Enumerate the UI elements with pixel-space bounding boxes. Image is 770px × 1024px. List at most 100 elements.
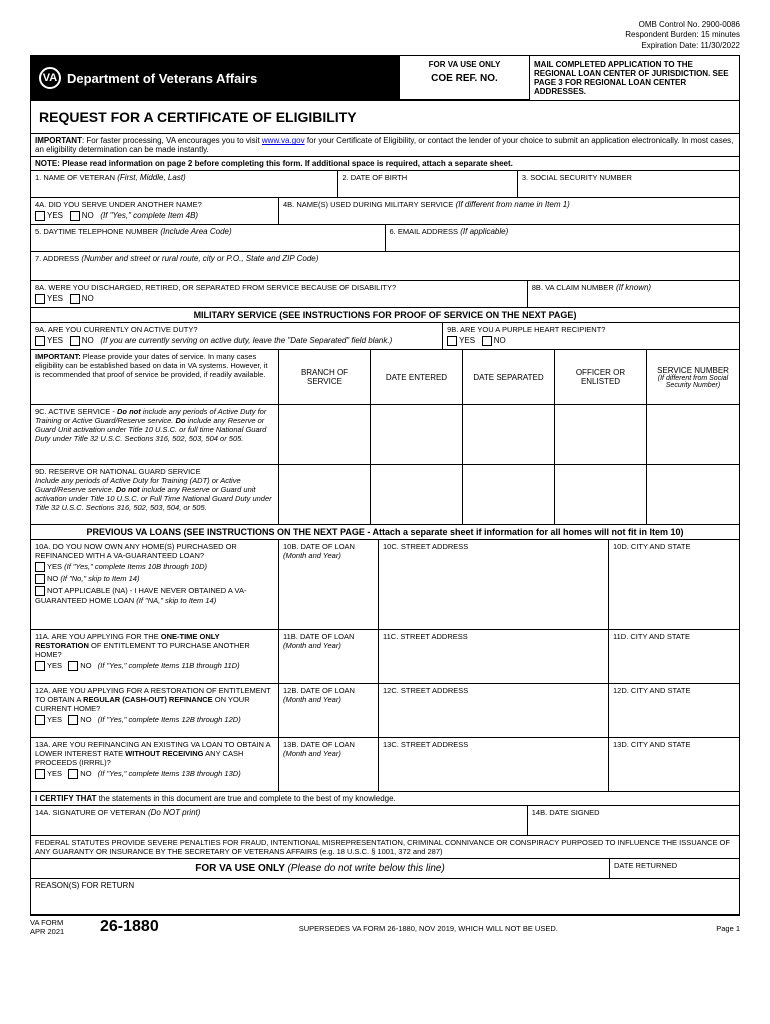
page-number: Page 1	[680, 918, 740, 936]
9c-officer[interactable]	[555, 405, 647, 464]
field-12c[interactable]: 12C. STREET ADDRESS	[379, 684, 609, 737]
row-8: 8A. WERE YOU DISCHARGED, RETIRED, OR SEP…	[31, 280, 739, 307]
9d-entered[interactable]	[371, 465, 463, 524]
9c-entered[interactable]	[371, 405, 463, 464]
field-8a: 8A. WERE YOU DISCHARGED, RETIRED, OR SEP…	[31, 281, 528, 307]
date-returned[interactable]: DATE RETURNED	[609, 859, 739, 878]
omb-block: OMB Control No. 2900-0086 Respondent Bur…	[30, 20, 740, 51]
field-10a: 10A. DO YOU NOW OWN ANY HOME(S) PURCHASE…	[31, 540, 279, 629]
important-notice: IMPORTANT: For faster processing, VA enc…	[31, 133, 739, 156]
field-12a: 12A. ARE YOU APPLYING FOR A RESTORATION …	[31, 684, 279, 737]
field-11c[interactable]: 11C. STREET ADDRESS	[379, 630, 609, 683]
9d-officer[interactable]	[555, 465, 647, 524]
form-title: REQUEST FOR A CERTIFICATE OF ELIGIBILITY	[31, 101, 739, 133]
service-header-row: IMPORTANT: Please provide your dates of …	[31, 350, 739, 404]
9d-separated[interactable]	[463, 465, 555, 524]
footer: VA FORM APR 2021 26-1880 SUPERSEDES VA F…	[30, 915, 740, 936]
field-11b[interactable]: 11B. DATE OF LOAN(Month and Year)	[279, 630, 379, 683]
checkbox-10a-no[interactable]	[35, 574, 45, 584]
va-logo-icon: VA	[39, 67, 61, 89]
col-entered: DATE ENTERED	[371, 350, 463, 404]
checkbox-9a-no[interactable]	[70, 336, 80, 346]
field-1-name[interactable]: 1. NAME OF VETERAN (First, Middle, Last)	[31, 171, 338, 197]
field-12b[interactable]: 12B. DATE OF LOAN(Month and Year)	[279, 684, 379, 737]
field-9b: 9B. ARE YOU A PURPLE HEART RECIPIENT? YE…	[443, 323, 739, 349]
dept-name: Department of Veterans Affairs	[67, 71, 257, 86]
va-only-row: FOR VA USE ONLY (Please do not write bel…	[31, 858, 739, 878]
row-1-2-3: 1. NAME OF VETERAN (First, Middle, Last)…	[31, 170, 739, 197]
federal-statutes: FEDERAL STATUTES PROVIDE SEVERE PENALTIE…	[31, 835, 739, 858]
field-14a-signature[interactable]: 14A. SIGNATURE OF VETERAN (Do NOT print)	[31, 806, 528, 835]
dept-header: VA Department of Veterans Affairs	[31, 56, 399, 100]
field-6-email[interactable]: 6. EMAIL ADDRESS (If applicable)	[386, 225, 740, 251]
certify-statement: I CERTIFY THAT the statements in this do…	[31, 791, 739, 805]
checkbox-9a-yes[interactable]	[35, 336, 45, 346]
va-gov-link[interactable]: www.va.gov	[262, 136, 305, 145]
field-11a: 11A. ARE YOU APPLYING FOR THE ONE-TIME O…	[31, 630, 279, 683]
row-9d: 9D. RESERVE OR NATIONAL GUARD SERVICE In…	[31, 464, 739, 524]
field-11d[interactable]: 11D. CITY AND STATE	[609, 630, 739, 683]
field-7-address[interactable]: 7. ADDRESS (Number and street or rural r…	[31, 252, 739, 280]
checkbox-12a-yes[interactable]	[35, 715, 45, 725]
checkbox-9b-yes[interactable]	[447, 336, 457, 346]
va-only-label: FOR VA USE ONLY (Please do not write bel…	[31, 859, 609, 878]
header-row: VA Department of Veterans Affairs FOR VA…	[31, 56, 739, 100]
checkbox-13a-yes[interactable]	[35, 769, 45, 779]
col-branch: BRANCH OF SERVICE	[279, 350, 371, 404]
form-number: 26-1880	[100, 918, 159, 936]
checkbox-4a-no[interactable]	[70, 211, 80, 221]
col-separated: DATE SEPARATED	[463, 350, 555, 404]
field-4a: 4A. DID YOU SERVE UNDER ANOTHER NAME? YE…	[31, 198, 279, 224]
va-use-label: FOR VA USE ONLY	[404, 60, 525, 69]
checkbox-11a-yes[interactable]	[35, 661, 45, 671]
9c-separated[interactable]	[463, 405, 555, 464]
row-13: 13A. ARE YOU REFINANCING AN EXISTING VA …	[31, 737, 739, 791]
row-11: 11A. ARE YOU APPLYING FOR THE ONE-TIME O…	[31, 629, 739, 683]
field-10b[interactable]: 10B. DATE OF LOAN(Month and Year)	[279, 540, 379, 629]
field-9a: 9A. ARE YOU CURRENTLY ON ACTIVE DUTY? YE…	[31, 323, 443, 349]
field-10c[interactable]: 10C. STREET ADDRESS	[379, 540, 609, 629]
field-8b[interactable]: 8B. VA CLAIM NUMBER (If known)	[528, 281, 739, 307]
checkbox-13a-no[interactable]	[68, 769, 78, 779]
checkbox-8a-yes[interactable]	[35, 294, 45, 304]
row-4: 4A. DID YOU SERVE UNDER ANOTHER NAME? YE…	[31, 197, 739, 224]
col-officer: OFFICER OR ENLISTED	[555, 350, 647, 404]
field-13b[interactable]: 13B. DATE OF LOAN(Month and Year)	[279, 738, 379, 791]
field-2-dob[interactable]: 2. DATE OF BIRTH	[338, 171, 518, 197]
field-9c-label: 9C. ACTIVE SERVICE - Do not include any …	[31, 405, 279, 464]
important-service-note: IMPORTANT: Please provide your dates of …	[31, 350, 279, 404]
omb-control: OMB Control No. 2900-0086	[30, 20, 740, 30]
9c-svcnum[interactable]	[647, 405, 739, 464]
reasons-for-return[interactable]: REASON(S) FOR RETURN	[31, 878, 739, 914]
field-13c[interactable]: 13C. STREET ADDRESS	[379, 738, 609, 791]
col-svcnum: SERVICE NUMBER (If different from Social…	[647, 350, 739, 404]
field-12d[interactable]: 12D. CITY AND STATE	[609, 684, 739, 737]
service-table: IMPORTANT: Please provide your dates of …	[31, 349, 739, 524]
checkbox-12a-no[interactable]	[68, 715, 78, 725]
checkbox-4a-yes[interactable]	[35, 211, 45, 221]
9c-branch[interactable]	[279, 405, 371, 464]
checkbox-10a-yes[interactable]	[35, 562, 45, 572]
military-section-header: MILITARY SERVICE (SEE INSTRUCTIONS FOR P…	[31, 307, 739, 322]
field-3-ssn[interactable]: 3. SOCIAL SECURITY NUMBER	[518, 171, 739, 197]
row-10: 10A. DO YOU NOW OWN ANY HOME(S) PURCHASE…	[31, 539, 739, 629]
field-5-phone[interactable]: 5. DAYTIME TELEPHONE NUMBER (Include Are…	[31, 225, 386, 251]
9d-branch[interactable]	[279, 465, 371, 524]
field-13d[interactable]: 13D. CITY AND STATE	[609, 738, 739, 791]
checkbox-8a-no[interactable]	[70, 294, 80, 304]
va-use-box: FOR VA USE ONLY COE REF. NO.	[399, 56, 529, 100]
row-9c: 9C. ACTIVE SERVICE - Do not include any …	[31, 404, 739, 464]
checkbox-10a-na[interactable]	[35, 586, 45, 596]
field-13a: 13A. ARE YOU REFINANCING AN EXISTING VA …	[31, 738, 279, 791]
omb-burden: Respondent Burden: 15 minutes	[30, 30, 740, 40]
row-7: 7. ADDRESS (Number and street or rural r…	[31, 251, 739, 280]
field-10d[interactable]: 10D. CITY AND STATE	[609, 540, 739, 629]
field-4b[interactable]: 4B. NAME(S) USED DURING MILITARY SERVICE…	[279, 198, 739, 224]
row-5-6: 5. DAYTIME TELEPHONE NUMBER (Include Are…	[31, 224, 739, 251]
9d-svcnum[interactable]	[647, 465, 739, 524]
form-container: VA Department of Veterans Affairs FOR VA…	[30, 55, 740, 915]
checkbox-11a-no[interactable]	[68, 661, 78, 671]
checkbox-9b-no[interactable]	[482, 336, 492, 346]
field-14b-date-signed[interactable]: 14B. DATE SIGNED	[528, 806, 739, 835]
footer-form-info: VA FORM APR 2021	[30, 918, 100, 936]
